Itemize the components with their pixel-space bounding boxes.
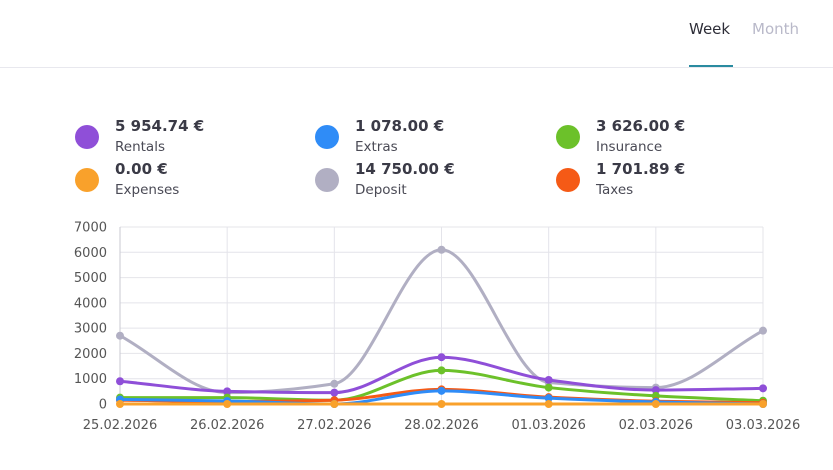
rentals-value: 5 954.74 € bbox=[115, 117, 205, 135]
tab-month[interactable]: Month bbox=[752, 20, 800, 38]
data-point-expenses bbox=[544, 400, 553, 408]
line-chart: 0 1000 2000 3000 4000 5000 6000 7000 25.02.2026 2… bbox=[74, 221, 800, 434]
y-tick-label: 4000 bbox=[74, 296, 107, 311]
insurance-value: 3 626.00 € bbox=[596, 117, 686, 135]
data-point-rentals bbox=[759, 384, 767, 393]
header-bar: Week Month bbox=[0, 0, 833, 68]
x-tick-label: 01.03.2026 bbox=[511, 418, 585, 433]
expenses-value: 0.00 € bbox=[115, 160, 168, 178]
legend-item-expenses: 0.00 € Expenses bbox=[75, 160, 305, 200]
legend-item-rentals: 5 954.74 € Rentals bbox=[75, 117, 305, 157]
legend-item-deposit: 14 750.00 € Deposit bbox=[315, 160, 545, 200]
y-tick-label: 5000 bbox=[74, 271, 107, 286]
rentals-dot-icon bbox=[75, 125, 99, 149]
taxes-value: 1 701.89 € bbox=[596, 160, 686, 178]
y-tick-label: 2000 bbox=[74, 347, 107, 362]
data-point-deposit bbox=[437, 245, 446, 254]
data-point-expenses bbox=[330, 400, 339, 408]
y-tick-label: 1000 bbox=[74, 372, 107, 387]
expenses-label: Expenses bbox=[115, 182, 180, 198]
taxes-dot-icon bbox=[556, 168, 580, 192]
data-point-rentals bbox=[544, 375, 553, 384]
tab-week[interactable]: Week bbox=[689, 20, 731, 38]
taxes-label: Taxes bbox=[596, 182, 634, 198]
data-point-expenses bbox=[759, 400, 767, 408]
data-point-deposit bbox=[330, 379, 339, 388]
extras-label: Extras bbox=[355, 139, 398, 155]
x-tick-label: 26.02.2026 bbox=[190, 418, 264, 433]
data-point-expenses bbox=[651, 400, 660, 408]
insurance-dot-icon bbox=[556, 125, 580, 149]
active-tab-indicator bbox=[689, 65, 733, 67]
data-point-deposit bbox=[116, 331, 124, 340]
data-point-expenses bbox=[116, 400, 124, 408]
extras-dot-icon bbox=[315, 125, 339, 149]
data-point-expenses bbox=[437, 400, 446, 408]
y-tick-label: 0 bbox=[99, 398, 107, 413]
expenses-dot-icon bbox=[75, 168, 99, 192]
data-point-insurance bbox=[437, 366, 446, 375]
data-point-rentals bbox=[223, 387, 232, 396]
deposit-value: 14 750.00 € bbox=[355, 160, 455, 178]
x-tick-label: 25.02.2026 bbox=[83, 418, 157, 433]
data-point-rentals bbox=[330, 388, 339, 397]
data-point-extras bbox=[437, 386, 446, 395]
x-tick-label: 27.02.2026 bbox=[297, 418, 371, 433]
y-tick-label: 7000 bbox=[74, 221, 107, 236]
y-tick-label: 3000 bbox=[74, 322, 107, 337]
legend-item-insurance: 3 626.00 € Insurance bbox=[556, 117, 786, 157]
data-point-extras bbox=[544, 394, 553, 403]
rentals-label: Rentals bbox=[115, 139, 165, 155]
extras-value: 1 078.00 € bbox=[355, 117, 445, 135]
legend-item-extras: 1 078.00 € Extras bbox=[315, 117, 545, 157]
data-point-rentals bbox=[437, 353, 446, 362]
data-point-insurance bbox=[544, 383, 553, 392]
insurance-label: Insurance bbox=[596, 139, 663, 155]
x-tick-label: 03.03.2026 bbox=[726, 418, 800, 433]
data-point-rentals bbox=[116, 377, 124, 386]
data-point-rentals bbox=[651, 386, 660, 395]
deposit-dot-icon bbox=[315, 168, 339, 192]
x-tick-label: 02.03.2026 bbox=[619, 418, 693, 433]
x-tick-label: 28.02.2026 bbox=[404, 418, 478, 433]
data-point-deposit bbox=[759, 326, 767, 335]
deposit-label: Deposit bbox=[355, 182, 407, 198]
legend-item-taxes: 1 701.89 € Taxes bbox=[556, 160, 786, 200]
data-point-expenses bbox=[223, 400, 232, 408]
y-tick-label: 6000 bbox=[74, 246, 107, 261]
